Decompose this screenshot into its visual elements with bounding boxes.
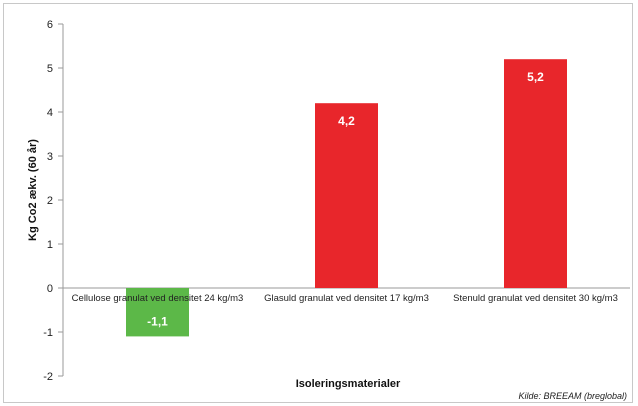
y-axis-title: Kg Co2 ækv. (60 år) [27,139,39,241]
bar-1 [126,288,189,337]
y-tick-label: -1 [43,327,53,339]
category-label: Stenuld granulat ved densitet 30 kg/m3 [453,293,618,304]
category-label: Cellulose granulat ved densitet 24 kg/m3 [72,293,244,304]
data-label: -1,1 [147,314,168,328]
y-tick-label: 5 [47,63,53,75]
y-tick-label: 4 [47,107,53,119]
data-label: 4,2 [338,114,355,128]
bar-3 [504,59,567,289]
y-tick-label: 6 [47,19,53,31]
category-labels: Cellulose granulat ved densitet 24 kg/m3… [72,293,618,304]
y-tick-label: 2 [47,195,53,207]
category-label: Glasuld granulat ved densitet 17 kg/m3 [264,293,429,304]
x-axis-title: Isoleringsmaterialer [296,378,401,390]
bars [126,59,567,337]
y-axis-ticks: -2 -1 0 1 2 3 4 5 6 [43,19,63,383]
y-tick-label: 0 [47,283,53,295]
y-tick-label: 3 [47,151,53,163]
y-tick-label: 1 [47,239,53,251]
y-tick-label: -2 [43,371,53,383]
data-label: 5,2 [527,70,544,84]
bar-2 [315,103,378,288]
data-labels: -1,1 4,2 5,2 [147,70,544,328]
source-note: Kilde: BREEAM (breglobal) [518,391,627,401]
